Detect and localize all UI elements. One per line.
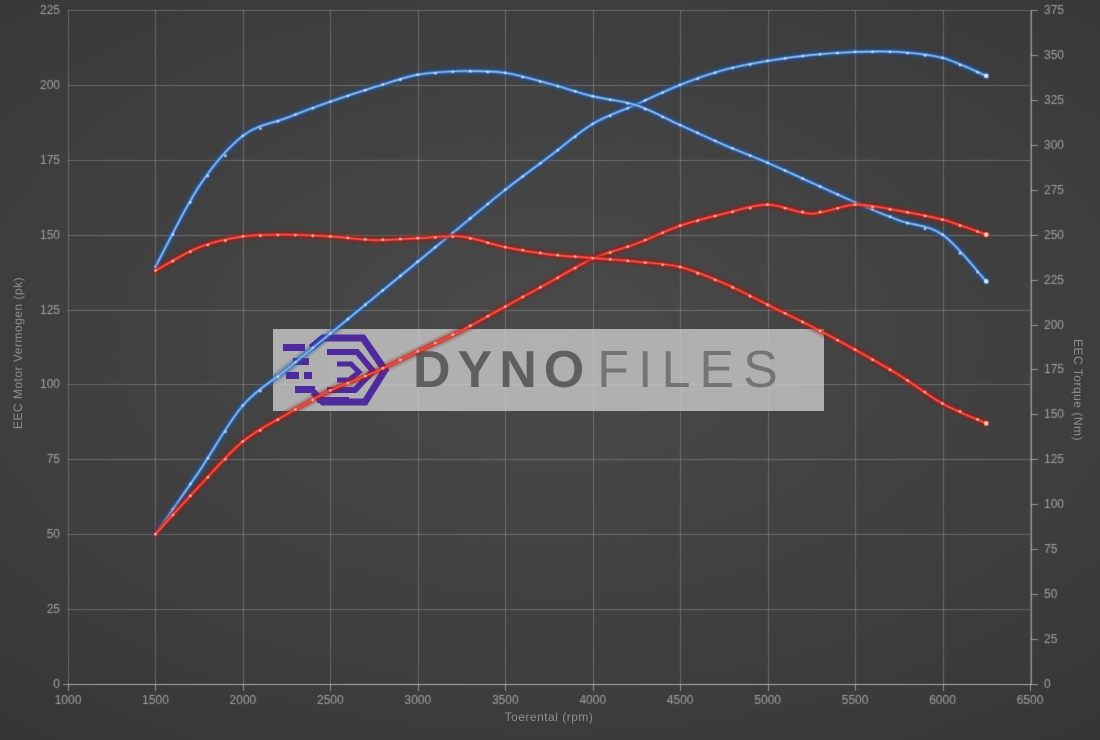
y-right-axis-title: EEC Torque (Nm) bbox=[1071, 339, 1085, 441]
y-left-axis-title: EEC Motor Vermogen (pk) bbox=[11, 276, 25, 430]
x-axis-title: Toerental (rpm) bbox=[504, 710, 594, 724]
